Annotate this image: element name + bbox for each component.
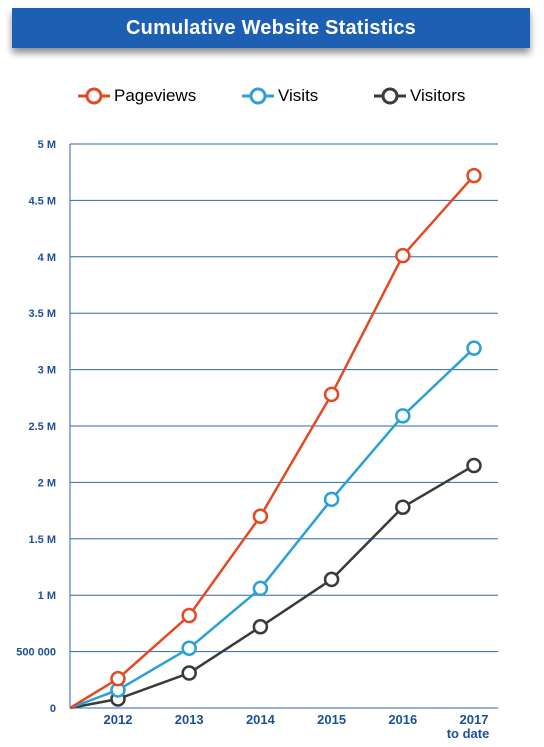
data-point-visitors	[395, 499, 411, 515]
y-tick-label: 4.5 M	[28, 195, 56, 207]
legend-item-pageviews: Pageviews	[78, 84, 196, 108]
data-point-visitors	[181, 665, 197, 681]
data-point-visitors	[323, 571, 340, 588]
y-tick-label: 500 000	[16, 647, 56, 659]
x-tick-label: 2017	[460, 712, 489, 727]
data-point-pageviews	[252, 508, 269, 524]
legend-marker-icon	[78, 87, 110, 105]
data-point-pageviews	[395, 247, 411, 264]
data-point-pageviews	[110, 670, 126, 687]
data-point-visits	[181, 640, 197, 656]
data-point-pageviews	[181, 607, 197, 624]
data-point-visits	[252, 580, 269, 597]
y-tick-label: 2.5 M	[28, 421, 56, 433]
data-point-visits	[395, 408, 411, 424]
legend-label-visitors: Visitors	[410, 86, 466, 105]
legend-marker-icon	[242, 87, 274, 105]
legend-marker-icon	[374, 87, 406, 105]
chart-title-bar: Cumulative Website Statistics	[12, 8, 530, 48]
y-tick-label: 3.5 M	[28, 308, 56, 320]
chart-title: Cumulative Website Statistics	[126, 16, 416, 39]
y-tick-label: 2 M	[38, 477, 56, 489]
y-tick-label: 1.5 M	[28, 534, 56, 546]
y-tick-label: 1 M	[38, 590, 56, 602]
legend-label-pageviews: Pageviews	[114, 86, 197, 105]
x-tick-label: 2014	[246, 712, 276, 727]
x-tick-label: to date	[447, 726, 490, 741]
y-tick-label: 5 M	[38, 139, 56, 151]
legend-label-visits: Visits	[278, 86, 319, 105]
data-point-visitors	[466, 457, 482, 474]
data-point-visitors	[252, 619, 269, 635]
y-tick-label: 4 M	[38, 252, 56, 264]
data-point-visits	[323, 491, 340, 508]
series-line-visits	[69, 347, 475, 710]
x-tick-label: 2015	[317, 712, 346, 727]
x-tick-label: 2016	[388, 712, 417, 727]
x-tick-label: 2012	[104, 712, 133, 727]
series-line-pageviews	[69, 174, 475, 710]
x-tick-label: 2013	[175, 712, 204, 727]
data-point-pageviews	[466, 167, 482, 184]
legend-item-visits: Visits	[242, 84, 318, 108]
data-point-visits	[466, 340, 482, 356]
series-line-visitors	[69, 464, 475, 710]
y-tick-label: 0	[50, 703, 56, 715]
y-tick-label: 3 M	[38, 365, 56, 377]
data-point-pageviews	[323, 386, 340, 403]
chart-legend: Pageviews Visits Visitors	[0, 84, 544, 108]
legend-item-visitors: Visitors	[374, 84, 465, 108]
